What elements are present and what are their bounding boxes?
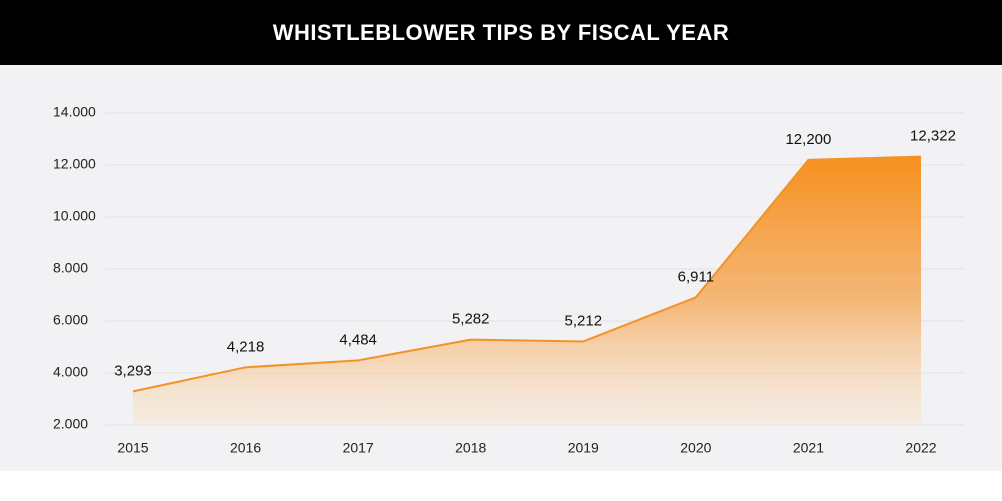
labels: 2.000 4.000 6.000 8.000 10.000 12.000 14.000 20… xyxy=(53,104,956,456)
data-label: 12,200 xyxy=(785,131,831,148)
chart-title: WHISTLEBLOWER TIPS BY FISCAL YEAR xyxy=(273,20,730,45)
x-tick-label: 2017 xyxy=(343,440,374,456)
x-tick-label: 2016 xyxy=(230,440,261,456)
data-label: 5,212 xyxy=(565,312,603,329)
data-label: 4,218 xyxy=(227,338,265,355)
data-label: 4,484 xyxy=(339,331,377,348)
area xyxy=(133,156,921,426)
y-tick-label: 6.000 xyxy=(53,312,88,328)
x-tick-label: 2022 xyxy=(905,440,936,456)
x-tick-label: 2021 xyxy=(793,440,824,456)
title-bar xyxy=(0,0,1002,65)
y-tick-label: 10.000 xyxy=(53,208,96,224)
y-tick-label: 8.000 xyxy=(53,260,88,276)
x-tick-label: 2018 xyxy=(455,440,486,456)
x-tick-label: 2019 xyxy=(568,440,599,456)
data-label: 12,322 xyxy=(910,128,956,145)
data-label: 6,911 xyxy=(678,268,714,285)
y-tick-label: 4.000 xyxy=(53,364,88,380)
x-tick-label: 2015 xyxy=(117,440,148,456)
y-tick-label: 14.000 xyxy=(53,104,96,120)
data-label: 5,282 xyxy=(452,311,490,328)
line xyxy=(132,155,922,393)
data-label: 3,293 xyxy=(114,362,152,379)
marks xyxy=(132,155,922,426)
y-tick-label: 12.000 xyxy=(53,156,96,172)
x-tick-label: 2020 xyxy=(680,440,711,456)
y-tick-label: 2.000 xyxy=(53,416,88,432)
